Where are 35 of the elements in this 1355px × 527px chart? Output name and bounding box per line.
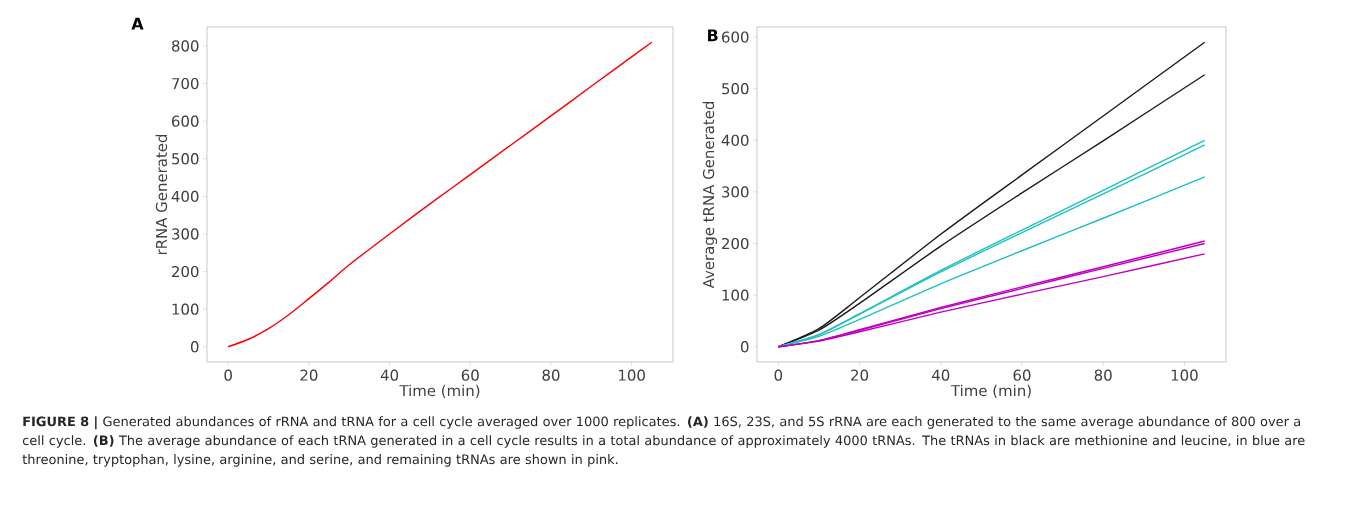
y-tick-label: 500 xyxy=(722,83,749,95)
y-tick-label: 0 xyxy=(740,341,749,353)
x-tick-label: 80 xyxy=(542,369,560,381)
x-tick-label: 40 xyxy=(380,369,399,381)
y-tick-label: 600 xyxy=(172,115,199,127)
y-tick-label: 0 xyxy=(190,341,199,353)
y-tick-label: 300 xyxy=(172,228,199,240)
y-tick-label: 200 xyxy=(172,265,199,278)
x-axis-title: Time (min) xyxy=(950,384,1031,398)
y-tick-label: 400 xyxy=(171,190,199,203)
x-tick-label: 60 xyxy=(1013,369,1031,381)
y-tick-label: 100 xyxy=(722,289,749,301)
x-tick-label: 80 xyxy=(1094,369,1112,381)
x-tick-label: 40 xyxy=(931,369,950,381)
y-tick-label: 600 xyxy=(722,31,749,43)
x-tick-label: 100 xyxy=(619,369,645,381)
y-tick-label: 100 xyxy=(172,303,199,315)
chart-title: B xyxy=(708,29,718,42)
x-axis-title: Time (min) xyxy=(399,384,480,398)
x-tick-label: 0 xyxy=(774,369,783,381)
x-tick-label: 100 xyxy=(1171,369,1198,381)
x-tick-label: 0 xyxy=(224,369,232,381)
chart-title: A xyxy=(131,17,144,30)
x-tick-label: 20 xyxy=(851,369,869,381)
y-tick-label: 500 xyxy=(172,153,199,165)
y-tick-label: 300 xyxy=(722,186,749,198)
y-axis-title: rRNA Generated xyxy=(155,134,168,255)
y-tick-label: 200 xyxy=(722,237,749,250)
y-axis-title: Average tRNA Generated xyxy=(702,101,718,289)
y-tick-label: 700 xyxy=(172,77,199,90)
text: FIGURE 8 | Generated abundances of rRNA and tRNA for a cell cycle averaged over 1000 replicates. (A) 16S, 23S, and 5S rRNA are each generated to the same average abundance of 800 over a cell cycle. (B) The average abundance of each tRNA generated in a cell cycle results in a total abundance of approximately 4000 tRNAs. The tRNAs in black are methionine and leucine, in blue are threonine, tryptophan, lysine, arginine, and serine, and remaining tRNAs are shown in pink. xyxy=(22,416,1305,467)
x-tick-label: 60 xyxy=(461,369,479,381)
y-tick-label: 800 xyxy=(171,40,199,52)
x-tick-label: 20 xyxy=(300,369,318,381)
y-tick-label: 400 xyxy=(721,134,749,146)
